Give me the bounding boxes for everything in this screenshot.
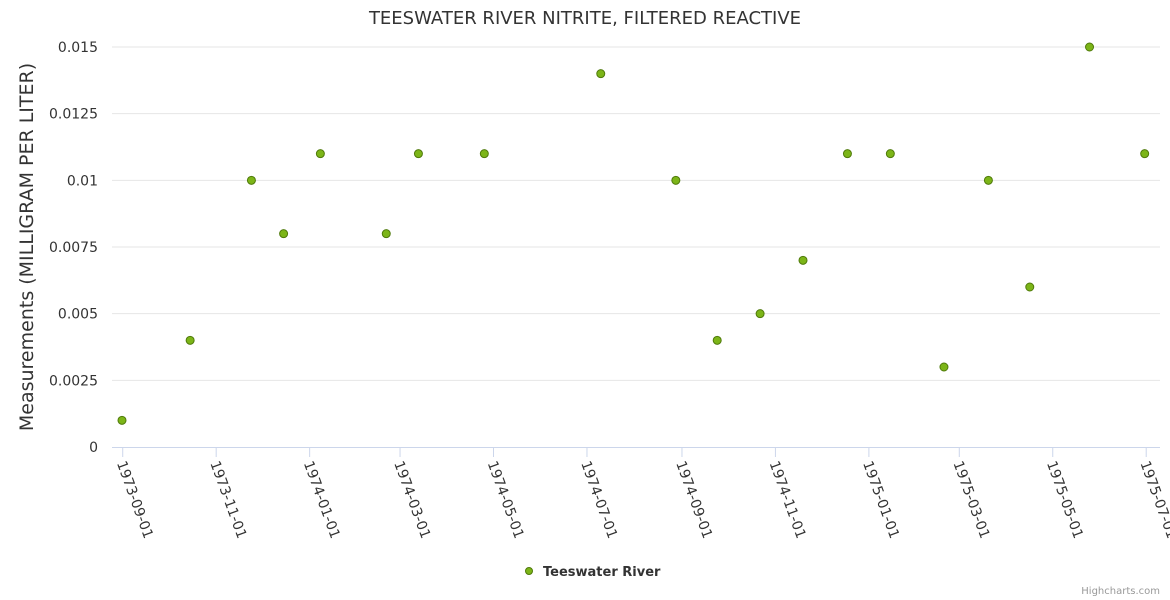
chart-title: TEESWATER RIVER NITRITE, FILTERED REACTI… — [368, 8, 801, 29]
data-point[interactable] — [246, 175, 256, 185]
legend-marker-icon — [525, 567, 533, 575]
data-point[interactable] — [712, 335, 722, 345]
y-tick-label: 0.015 — [58, 40, 98, 56]
legend-item-teeswater-river[interactable]: Teeswater River — [543, 565, 661, 580]
y-tick-label: 0.0125 — [49, 107, 98, 123]
data-point[interactable] — [596, 69, 606, 79]
data-point[interactable] — [479, 149, 489, 159]
data-point[interactable] — [755, 309, 765, 319]
data-point[interactable] — [885, 149, 895, 159]
data-point[interactable] — [1085, 42, 1095, 52]
y-axis-label: Measurements (MILLIGRAM PER LITER) — [16, 63, 38, 431]
data-point[interactable] — [939, 362, 949, 372]
y-tick-label: 0.0075 — [49, 240, 98, 256]
data-point[interactable] — [798, 255, 808, 265]
data-point[interactable] — [1025, 282, 1035, 292]
y-axis-ticks: 0 0.0025 0.005 0.0075 0.01 0.0125 0.015 — [49, 40, 98, 456]
data-point[interactable] — [279, 229, 289, 239]
data-point[interactable] — [413, 149, 423, 159]
y-tick-label: 0.0025 — [49, 373, 98, 389]
data-point[interactable] — [117, 415, 127, 425]
credits-link[interactable]: Highcharts.com — [1081, 586, 1160, 597]
y-tick-label: 0.005 — [58, 307, 98, 323]
y-tick-label: 0.01 — [67, 173, 98, 189]
data-point[interactable] — [842, 149, 852, 159]
data-points — [117, 42, 1150, 425]
legend[interactable]: Teeswater River — [525, 565, 662, 580]
gridlines — [112, 46, 1160, 381]
data-point[interactable] — [671, 175, 681, 185]
data-point[interactable] — [983, 175, 993, 185]
data-point[interactable] — [1140, 149, 1150, 159]
y-tick-label: 0 — [89, 440, 98, 456]
data-point[interactable] — [381, 229, 391, 239]
data-point[interactable] — [185, 335, 195, 345]
data-point[interactable] — [315, 149, 325, 159]
